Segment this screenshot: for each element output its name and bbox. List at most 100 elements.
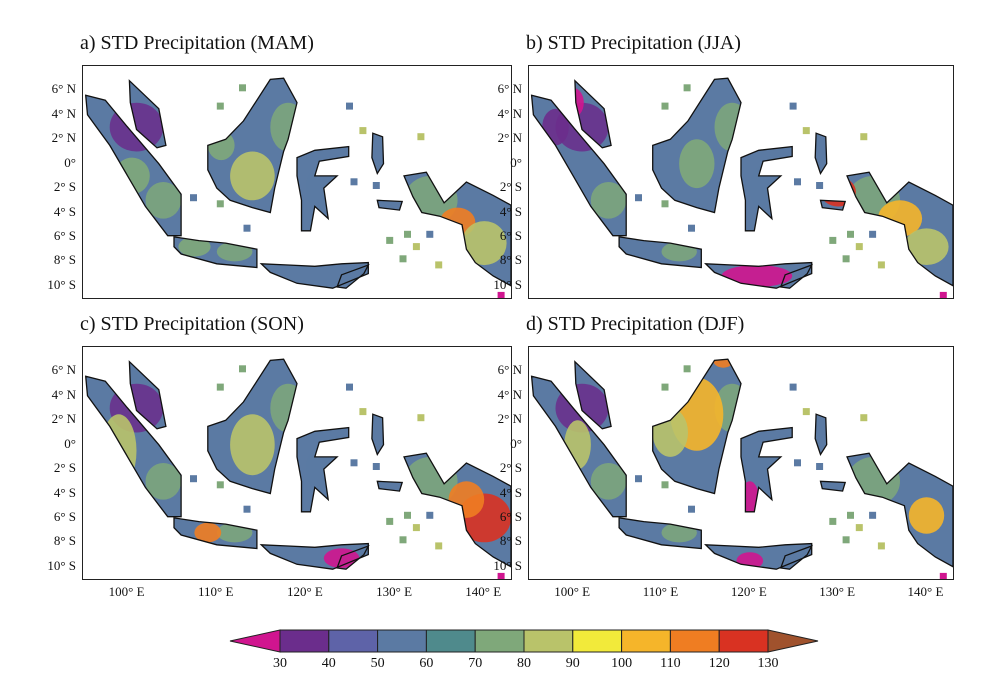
map-svg	[84, 358, 511, 579]
colorbar-bin	[523, 629, 574, 653]
field-patch	[562, 87, 584, 118]
colorbar-over-arrow	[767, 629, 819, 653]
lat-tick-label: 6° S	[53, 227, 76, 243]
coastline-seram	[819, 480, 847, 492]
lat-tick-label: 0°	[64, 435, 76, 451]
field-patch	[908, 497, 945, 534]
coastline-lesser	[259, 542, 369, 570]
map-svg	[530, 77, 953, 298]
colorbar-bin	[425, 629, 476, 653]
field-patch	[542, 108, 569, 146]
field-patch	[791, 197, 815, 213]
precip-field	[85, 78, 511, 289]
lat-tick-label: 10° S	[47, 557, 76, 573]
map-panel-b	[528, 65, 954, 299]
coastline-timor	[336, 544, 370, 570]
coastline-seram	[819, 199, 847, 211]
lon-tick-label: 120° E	[286, 584, 323, 599]
coastline-timor	[779, 544, 814, 570]
field-patch	[739, 481, 761, 531]
colorbar-bin	[279, 629, 330, 653]
grid-cell	[829, 517, 837, 525]
coastline-timor	[336, 263, 370, 289]
field-patch	[679, 139, 715, 189]
grid-cell	[661, 200, 669, 208]
coastline-sumatra	[530, 375, 627, 518]
grid-cell	[417, 414, 425, 422]
coastline-halmahera	[371, 413, 385, 456]
field-patch	[820, 177, 856, 207]
precip-field	[531, 359, 953, 570]
field-patch	[194, 522, 222, 543]
field-patch	[323, 548, 360, 568]
lat-tick-label: 4° S	[499, 484, 522, 500]
grid-cell	[190, 475, 197, 483]
grid-cell	[412, 524, 420, 532]
coastline-malaya	[128, 79, 167, 149]
grid-cell	[372, 463, 380, 470]
grid-cell	[412, 243, 420, 251]
grid-cell	[829, 236, 837, 244]
lat-tick-label: 2° N	[497, 411, 522, 427]
colorbar-label: 50	[370, 656, 385, 671]
coastline-sumatra	[530, 94, 627, 237]
grid-cell	[860, 414, 868, 422]
colorbar-label: 30	[273, 656, 287, 671]
grid-cell	[860, 133, 868, 141]
grid-cell	[359, 127, 367, 135]
grid-cell	[426, 230, 434, 238]
colorbar-bin	[669, 629, 720, 653]
grid-cell	[855, 243, 863, 251]
lat-tick-label: 6° N	[497, 362, 522, 378]
field-patch	[270, 383, 306, 433]
field-patch	[847, 456, 900, 506]
map-svg	[530, 358, 953, 579]
grid-cell	[350, 178, 358, 186]
lon-tick-label: 130° E	[376, 584, 413, 599]
grid-cell	[855, 524, 863, 532]
lat-tick-label: 10° S	[493, 557, 522, 573]
grid-cell	[661, 383, 669, 391]
colorbar-under-arrow	[229, 629, 281, 653]
grid-cell	[404, 511, 411, 519]
lon-tick-label: 140° E	[907, 584, 944, 599]
field-patch	[230, 414, 275, 476]
grid-cell	[842, 255, 850, 263]
lat-tick-label: 0°	[510, 154, 522, 170]
grid-cell	[417, 133, 425, 141]
lon-tick-label: 100° E	[108, 584, 145, 599]
coastline-malaya	[574, 79, 612, 149]
field-patch	[270, 102, 306, 152]
lat-tick-label: 6° N	[51, 81, 76, 97]
lat-tick-label: 2° S	[53, 179, 76, 195]
lat-tick-label: 10° S	[47, 276, 76, 292]
grid-cell	[497, 291, 505, 298]
colorbar-label: 110	[660, 656, 681, 671]
lat-tick-label: 8° S	[53, 252, 76, 268]
lat-tick-label: 2° S	[499, 179, 522, 195]
grid-cell	[386, 517, 394, 525]
lon-tick-label: 110° E	[642, 584, 679, 599]
field-patch	[721, 265, 793, 287]
lon-tick-label: 120° E	[730, 584, 767, 599]
precip-field	[85, 359, 511, 570]
lat-tick-label: 6° S	[53, 508, 76, 524]
grid-cell	[939, 291, 947, 298]
coastline-malaya	[574, 360, 612, 430]
coastline-malaya	[128, 360, 167, 430]
grid-cell	[661, 102, 669, 110]
grid-cell	[802, 127, 810, 135]
grid-cell	[372, 182, 380, 189]
grid-cell	[399, 536, 407, 544]
field-patch	[230, 151, 275, 201]
coastline-java	[173, 236, 258, 269]
grid-cell	[404, 230, 411, 238]
grid-cell	[346, 383, 353, 391]
lat-tick-label: 4° N	[51, 105, 76, 121]
lat-tick-label: 6° N	[51, 362, 76, 378]
grid-cell	[688, 505, 695, 513]
coastline-java	[618, 236, 702, 269]
grid-cell	[939, 572, 947, 579]
coastline-papua	[846, 171, 953, 287]
colorbar-bin	[328, 629, 379, 653]
